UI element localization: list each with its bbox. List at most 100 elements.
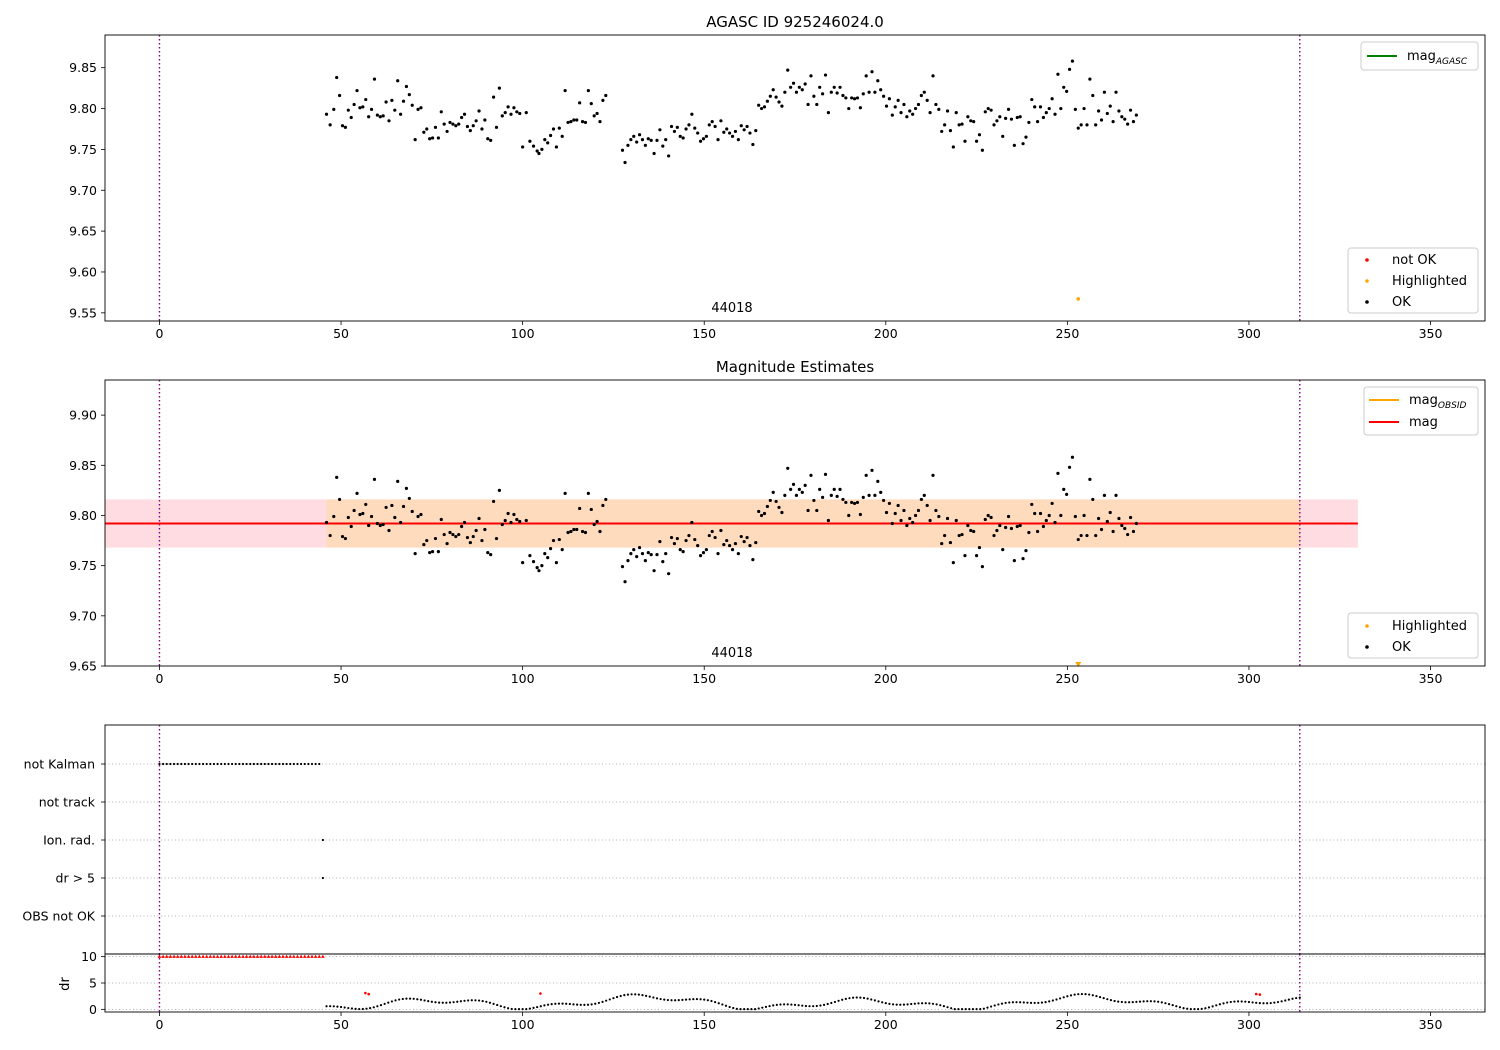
dr-clipped-point	[262, 954, 267, 958]
ok-point	[531, 144, 536, 148]
ok-point	[803, 483, 807, 487]
ok-point	[759, 513, 764, 518]
dr-clipped-point	[233, 954, 238, 958]
dr-clipped-point	[157, 954, 162, 958]
ok-point	[649, 138, 653, 143]
ok-point	[693, 126, 697, 130]
dr-point	[645, 994, 648, 997]
ok-point	[713, 124, 717, 129]
ok-point	[873, 493, 877, 498]
ok-point	[1015, 115, 1019, 120]
dr-not-ok-point	[367, 992, 370, 996]
ok-point	[563, 88, 567, 93]
dr-point	[779, 1003, 782, 1006]
ok-point	[876, 79, 880, 83]
dr-point	[1258, 1002, 1261, 1005]
ok-point	[890, 113, 894, 117]
ok-point	[672, 541, 677, 546]
dr-point	[812, 1005, 815, 1008]
ok-point	[1082, 106, 1086, 111]
ok-point	[543, 137, 547, 142]
not-kalman-point	[227, 762, 230, 766]
ok-point	[407, 496, 411, 501]
ok-point	[992, 533, 996, 538]
legend-ok-top: OK	[1392, 295, 1411, 310]
ok-point	[557, 537, 561, 542]
ok-point	[1059, 106, 1063, 111]
ok-point	[448, 120, 452, 125]
ok-point	[649, 553, 653, 557]
ok-point	[867, 493, 871, 498]
middle-panel-title: Magnitude Estimates	[716, 358, 874, 376]
ok-point	[546, 141, 550, 145]
svg-text:magAGASC: magAGASC	[1407, 49, 1468, 67]
ok-point	[730, 547, 735, 552]
ok-point	[355, 491, 359, 495]
ok-point	[457, 122, 461, 126]
x-tick-label: 350	[1419, 1017, 1443, 1032]
dr-point	[935, 1003, 938, 1006]
ok-point	[569, 120, 573, 124]
dr-point	[398, 998, 401, 1001]
ok-point	[963, 554, 967, 558]
figure-title: AGASC ID 925246024.0	[706, 13, 884, 31]
ok-point	[524, 518, 528, 523]
ok-point	[992, 123, 996, 127]
ok-point	[1134, 113, 1138, 117]
ok-point	[1044, 111, 1048, 115]
legend-highlighted-top: Highlighted	[1392, 274, 1467, 289]
ok-point	[989, 108, 993, 112]
ok-point	[815, 102, 819, 107]
dr-point	[866, 997, 869, 1000]
ok-point	[995, 528, 999, 533]
ok-point	[1102, 90, 1107, 94]
dr-point	[852, 996, 855, 999]
ok-point	[592, 114, 596, 118]
dr-point	[1178, 1006, 1182, 1009]
ok-point	[396, 79, 400, 83]
ok-point	[876, 479, 880, 483]
dr-point	[583, 1003, 586, 1006]
ok-point	[1099, 527, 1104, 532]
dr-clipped-point	[252, 954, 256, 958]
ok-point	[468, 129, 472, 133]
dr-point	[906, 1003, 909, 1006]
dr-point	[728, 1005, 731, 1009]
dr-point	[1077, 993, 1080, 996]
ok-point	[404, 486, 409, 490]
dr-point	[761, 1006, 764, 1009]
ok-point	[428, 551, 432, 555]
ok-point	[1006, 107, 1011, 111]
dr-point	[844, 997, 847, 1000]
ok-point	[586, 88, 590, 93]
ok-point	[640, 137, 645, 142]
dr-point	[699, 998, 702, 1001]
not-kalman-point	[281, 762, 285, 766]
ok-point	[646, 137, 650, 141]
not-kalman-point	[300, 762, 303, 766]
dr-clipped-point	[302, 954, 307, 958]
ok-point	[535, 149, 539, 153]
dr-point	[695, 997, 699, 1001]
ok-point	[396, 479, 400, 483]
dr-point	[565, 1002, 568, 1005]
dr-point	[986, 1006, 989, 1009]
ok-point	[725, 538, 729, 543]
ok-point	[425, 127, 429, 131]
dr-point	[899, 1003, 902, 1006]
ok-point	[1114, 90, 1118, 94]
ok-point	[589, 507, 593, 512]
dr-point	[1037, 1001, 1040, 1004]
dr-axis-label: dr	[58, 977, 73, 991]
x-tick-label: 200	[874, 326, 898, 341]
ok-point	[733, 541, 738, 546]
dr-point	[703, 998, 706, 1001]
ok-point	[852, 501, 857, 506]
dr-point	[485, 1000, 488, 1003]
dr-point	[721, 1003, 724, 1006]
y-tick-label: 9.70	[69, 183, 97, 198]
dr-point	[793, 1003, 797, 1006]
ok-point	[972, 529, 976, 534]
ok-point	[367, 115, 371, 119]
